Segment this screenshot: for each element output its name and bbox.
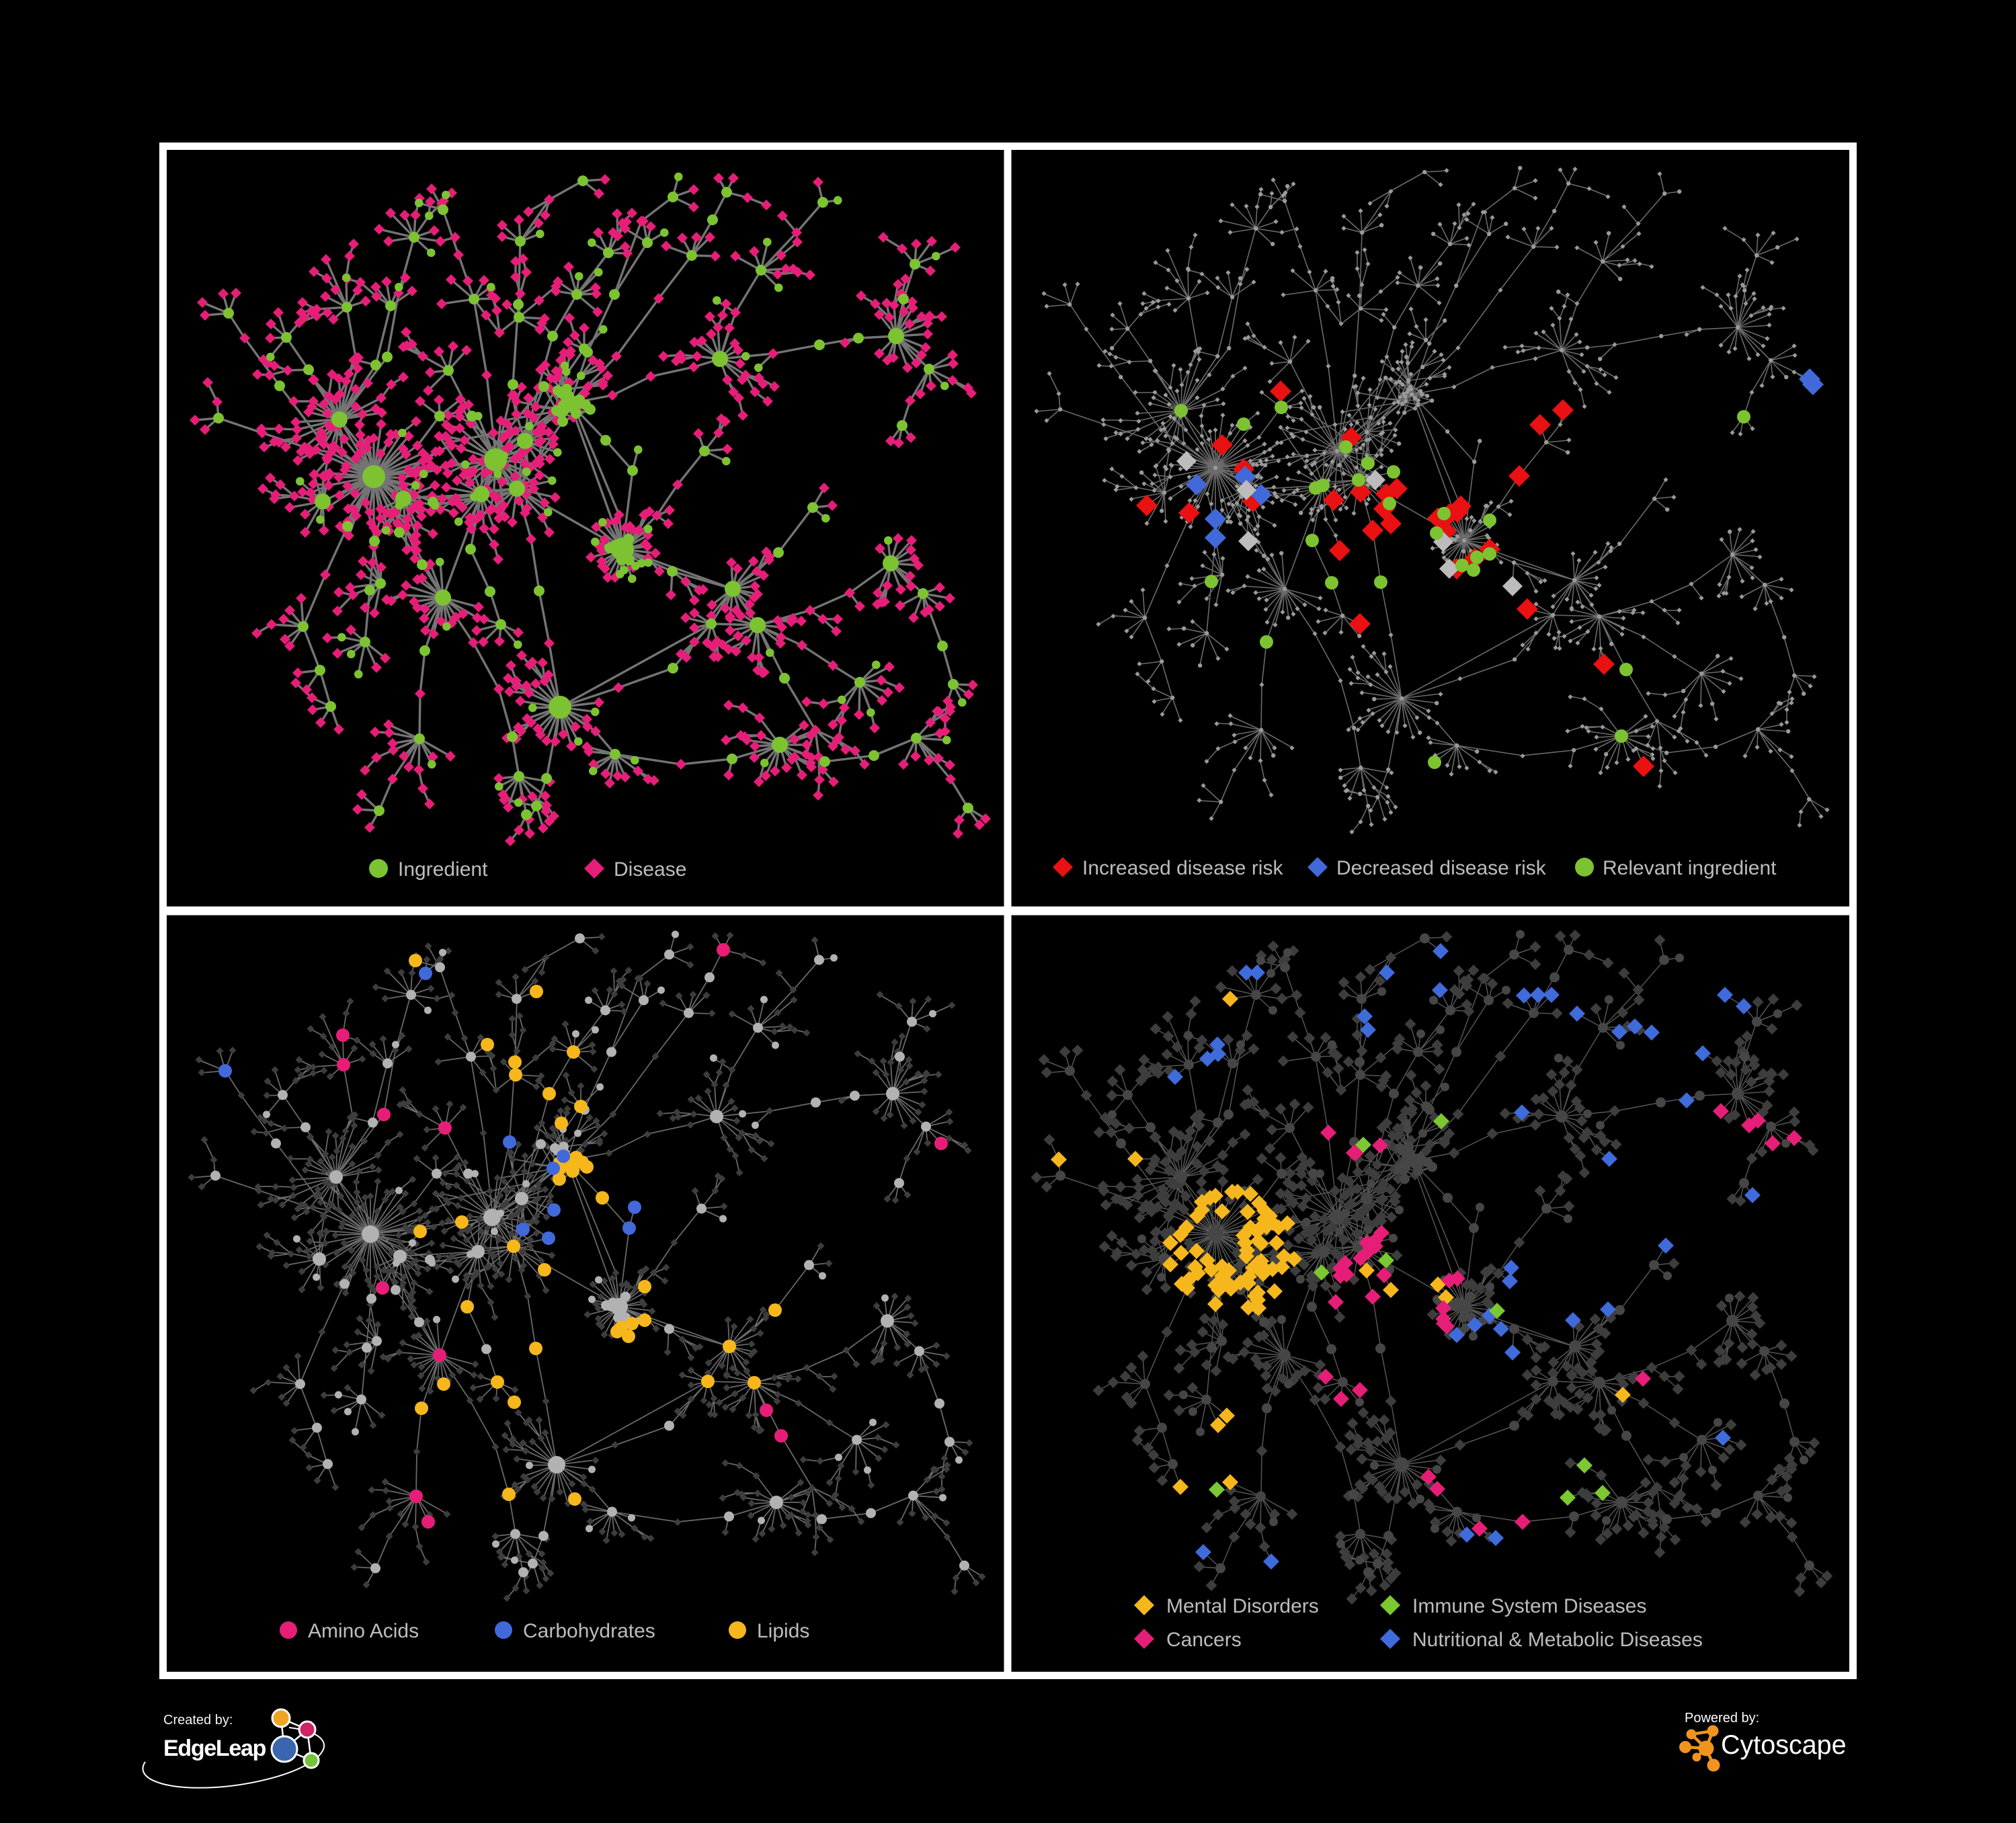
svg-text:Disease: Disease [614,858,686,881]
svg-text:Relevant ingredient: Relevant ingredient [1603,857,1777,879]
svg-text:Cancers: Cancers [1166,1629,1242,1651]
svg-text:Ingredient: Ingredient [398,858,488,881]
svg-text:Immune System Diseases: Immune System Diseases [1412,1595,1646,1617]
svg-text:Decreased disease risk: Decreased disease risk [1336,857,1547,879]
svg-text:EdgeLeap: EdgeLeap [163,1736,266,1761]
svg-text:Created by:: Created by: [163,1713,233,1728]
svg-text:Lipids: Lipids [757,1620,809,1642]
svg-text:Carbohydrates: Carbohydrates [523,1620,655,1642]
svg-text:Cytoscape: Cytoscape [1721,1730,1847,1760]
svg-text:Nutritional & Metabolic Diseas: Nutritional & Metabolic Diseases [1412,1629,1703,1651]
svg-text:Mental Disorders: Mental Disorders [1166,1595,1319,1617]
svg-text:Increased disease risk: Increased disease risk [1082,857,1283,879]
svg-text:Amino Acids: Amino Acids [308,1620,419,1642]
svg-text:Powered by:: Powered by: [1685,1711,1759,1726]
